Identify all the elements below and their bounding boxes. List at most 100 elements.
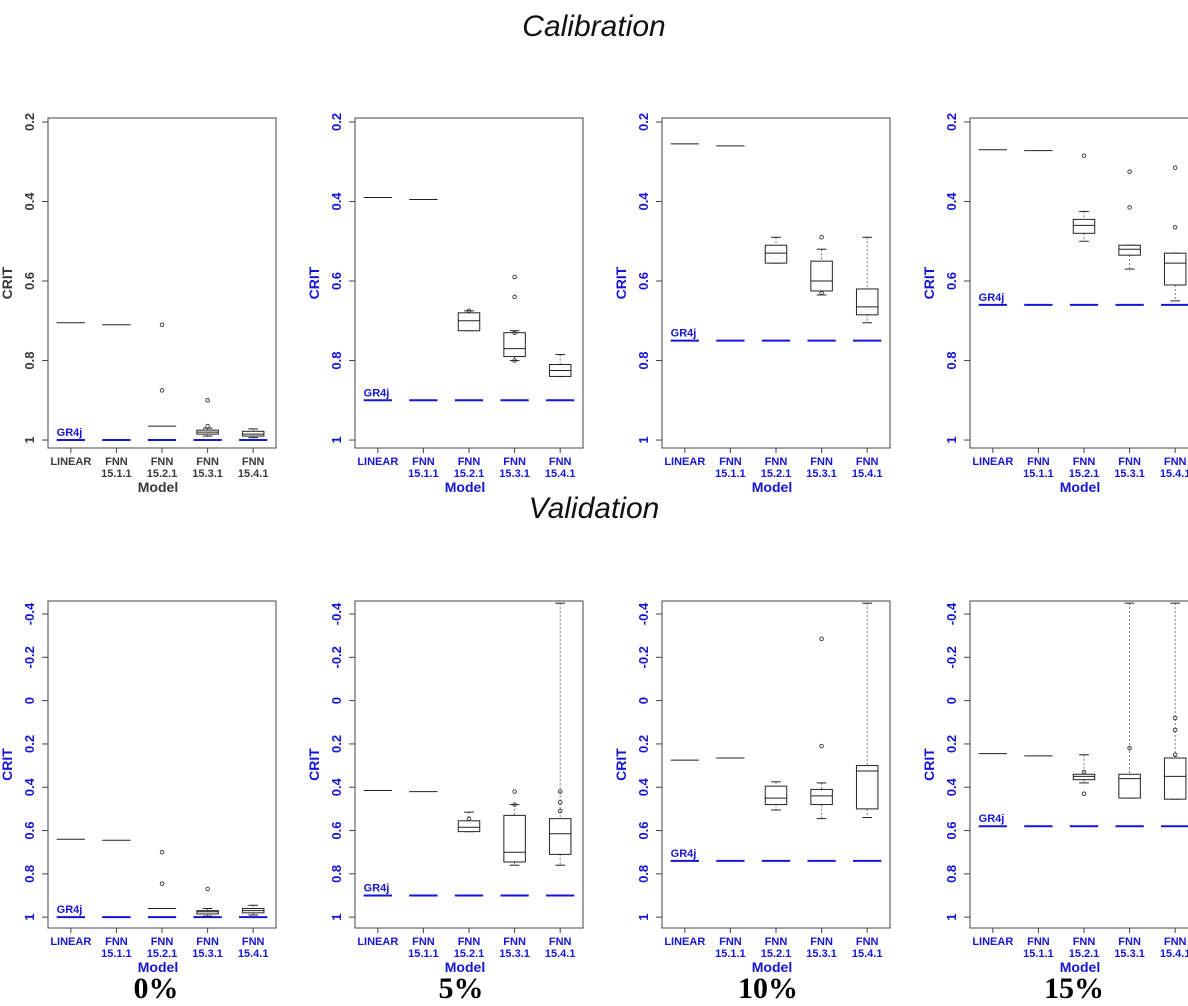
x-tick-label: FNN bbox=[810, 936, 833, 948]
y-axis-label: CRIT bbox=[306, 748, 322, 781]
box-outlier bbox=[512, 330, 517, 335]
y-axis-label: CRIT bbox=[613, 266, 629, 299]
percent-label-0: 0% bbox=[133, 972, 179, 1005]
x-tick-label: 15.4.1 bbox=[1160, 948, 1188, 960]
plot-frame bbox=[661, 600, 891, 929]
box-outlier bbox=[159, 322, 165, 327]
y-tick-label: -0.4 bbox=[636, 602, 651, 625]
y-tick-label: 0.2 bbox=[636, 735, 651, 753]
x-tick-label: 15.2.1 bbox=[761, 468, 792, 480]
y-tick-label: -0.4 bbox=[22, 602, 37, 625]
y-tick-label: 0.8 bbox=[636, 865, 651, 883]
y-axis-label: CRIT bbox=[0, 748, 15, 781]
y-tick-label: 0.8 bbox=[22, 351, 37, 369]
box-body bbox=[810, 788, 833, 806]
x-tick-label: FNN bbox=[1118, 456, 1141, 468]
plot-frame bbox=[661, 117, 891, 449]
box-outlier bbox=[557, 808, 563, 814]
x-tick-label: FNN bbox=[412, 456, 435, 468]
x-tick-label: FNN bbox=[1027, 936, 1050, 948]
y-tick-label: 0.4 bbox=[22, 777, 37, 796]
box-outlier bbox=[819, 636, 824, 642]
calibration-title: Calibration bbox=[522, 10, 666, 43]
reference-label: GR4j bbox=[57, 427, 83, 439]
box-3 bbox=[1118, 602, 1141, 799]
box-body bbox=[548, 818, 572, 855]
y-tick-label: 0.8 bbox=[22, 865, 37, 883]
x-tick-label: 15.1.1 bbox=[715, 948, 746, 960]
y-tick-label: 0.8 bbox=[944, 351, 959, 369]
x-tick-label: FNN bbox=[105, 936, 128, 948]
y-tick-label: -0.2 bbox=[329, 646, 344, 668]
box-outlier bbox=[819, 290, 824, 296]
y-tick-label: 0.2 bbox=[944, 113, 959, 131]
y-tick-label: 0 bbox=[329, 697, 344, 704]
y-tick-label: 1 bbox=[22, 914, 37, 921]
box-outlier bbox=[557, 789, 563, 794]
box-outlier bbox=[1172, 225, 1178, 230]
box-body bbox=[764, 244, 788, 264]
x-axis-label: Model bbox=[138, 479, 178, 495]
x-tick-label: 15.1.1 bbox=[408, 468, 439, 480]
x-tick-label: FNN bbox=[719, 456, 742, 468]
y-tick-label: 0.2 bbox=[22, 113, 37, 131]
box-4 bbox=[241, 904, 265, 916]
box-2 bbox=[1072, 153, 1096, 242]
y-tick-label: 0.8 bbox=[636, 351, 651, 369]
reference-label: GR4j bbox=[671, 848, 697, 860]
box-body bbox=[1118, 244, 1141, 256]
x-tick-label: 15.1.1 bbox=[715, 468, 746, 480]
y-axis-label: CRIT bbox=[306, 266, 322, 299]
x-tick-label: LINEAR bbox=[357, 936, 398, 948]
box-outlier bbox=[512, 802, 517, 807]
x-tick-label: 15.2.1 bbox=[761, 948, 792, 960]
box-outlier bbox=[159, 849, 165, 855]
y-tick-label: 0.2 bbox=[636, 113, 651, 131]
box-4 bbox=[1163, 165, 1187, 302]
x-tick-label: 15.3.1 bbox=[1114, 948, 1145, 960]
x-tick-label: FNN bbox=[1164, 936, 1187, 948]
y-axis-label: CRIT bbox=[921, 266, 937, 299]
y-tick-label: 0.2 bbox=[944, 735, 959, 753]
x-tick-label: FNN bbox=[856, 456, 879, 468]
y-tick-label: -0.4 bbox=[944, 602, 959, 625]
box-outlier bbox=[1127, 205, 1132, 210]
box-body bbox=[1163, 252, 1187, 286]
y-tick-label: 1 bbox=[636, 436, 651, 443]
x-tick-label: 15.4.1 bbox=[545, 948, 576, 960]
x-tick-label: 15.4.1 bbox=[545, 468, 576, 480]
y-tick-label: 1 bbox=[22, 436, 37, 443]
x-tick-label: 15.1.1 bbox=[1023, 468, 1054, 480]
box-outlier bbox=[512, 358, 517, 363]
x-tick-label: FNN bbox=[765, 936, 788, 948]
box-outlier bbox=[1127, 746, 1132, 751]
x-tick-label: FNN bbox=[1164, 456, 1187, 468]
x-axis-label: Model bbox=[1060, 479, 1100, 495]
x-tick-label: FNN bbox=[105, 456, 128, 468]
percent-label-5: 5% bbox=[438, 972, 484, 1005]
y-tick-label: 1 bbox=[636, 914, 651, 921]
x-tick-label: FNN bbox=[503, 936, 526, 948]
x-tick-label: 15.4.1 bbox=[852, 948, 883, 960]
x-tick-label: 15.3.1 bbox=[806, 468, 837, 480]
box-outlier bbox=[205, 886, 210, 892]
y-tick-label: -0.2 bbox=[636, 646, 651, 668]
x-tick-label: LINEAR bbox=[972, 936, 1013, 948]
x-tick-label: FNN bbox=[412, 936, 435, 948]
plot-frame bbox=[47, 600, 277, 929]
box-outlier bbox=[1081, 769, 1087, 775]
y-tick-label: 0.2 bbox=[22, 735, 37, 753]
reference-label: GR4j bbox=[364, 883, 390, 895]
box-3 bbox=[503, 274, 526, 363]
box-outlier bbox=[1172, 752, 1178, 758]
x-tick-label: 15.2.1 bbox=[147, 468, 178, 480]
x-tick-label: FNN bbox=[242, 456, 265, 468]
x-tick-label: FNN bbox=[1073, 936, 1096, 948]
reference-label: GR4j bbox=[364, 387, 390, 399]
plot-frame bbox=[47, 117, 277, 449]
x-tick-label: 15.3.1 bbox=[192, 468, 223, 480]
